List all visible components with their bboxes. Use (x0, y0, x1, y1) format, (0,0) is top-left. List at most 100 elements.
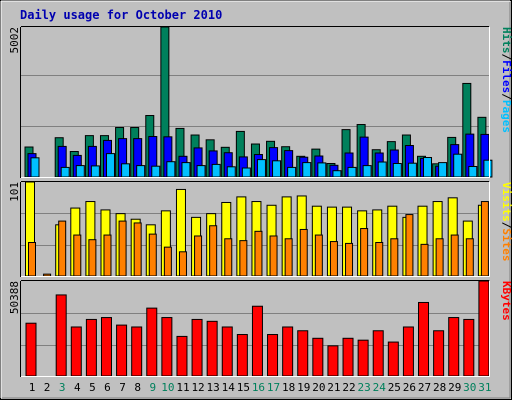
pages-bar-day-1 (30, 157, 40, 178)
sites-bar-day-8 (133, 222, 142, 277)
x-label-day-12: 12 (191, 381, 204, 394)
sites-bar-day-9 (148, 233, 157, 277)
x-label-day-10: 10 (161, 381, 174, 394)
legend-1-part-1: / (500, 222, 512, 229)
sites-bar-day-15 (239, 240, 248, 277)
kbytes-bar-day-12 (191, 318, 203, 377)
pages-bar-day-26 (407, 162, 417, 178)
sites-bar-day-19 (299, 228, 308, 277)
x-label-day-23: 23 (358, 381, 371, 394)
panel-borders (20, 26, 490, 377)
sites-bar-day-26 (405, 214, 414, 277)
x-label-day-30: 30 (463, 381, 476, 394)
sites-bar-day-1 (28, 241, 36, 277)
kbytes-bar-day-8 (131, 326, 143, 377)
bottom-panel-y-max-label: 50388 (8, 281, 21, 314)
kbytes-bar-day-20 (312, 337, 324, 377)
kbytes-bar-day-30 (463, 318, 475, 377)
x-label-day-9: 9 (149, 381, 156, 394)
top-panel-y-max-label: 5002 (8, 27, 21, 54)
kbytes-bar-day-3 (55, 294, 67, 377)
sites-bar-day-6 (103, 234, 112, 277)
legend-1-part-2: Sites (500, 228, 512, 261)
kbytes-bar-day-29 (448, 317, 460, 377)
sites-bar-day-30 (465, 238, 474, 277)
kbytes-bar-day-24 (372, 330, 384, 377)
kbytes-bar-day-10 (161, 317, 173, 377)
sites-bar-day-24 (375, 241, 384, 277)
pages-bar-day-24 (377, 161, 387, 178)
x-label-day-8: 8 (134, 381, 141, 394)
legend-2-part-0: KBytes (500, 281, 512, 321)
pages-bar-day-28 (438, 162, 448, 178)
pages-bar-day-5 (90, 165, 100, 178)
sites-bar-day-20 (314, 234, 323, 277)
x-label-day-15: 15 (237, 381, 250, 394)
sites-bar-day-5 (88, 239, 97, 277)
x-axis-day-labels: 1 2 3 4 5 6 7 8 9 10 11 12 13 14 15 16 17 18 19 20 21 22 23 24 2… (29, 381, 492, 394)
x-label-day-27: 27 (418, 381, 431, 394)
kbytes-bar-day-15 (236, 334, 248, 377)
kbytes-bar-day-11 (176, 335, 188, 377)
kbytes-bar-day-16 (251, 305, 263, 377)
sites-bar-day-18 (284, 238, 293, 277)
kbytes-bar-day-25 (387, 341, 399, 377)
kbytes-bar-day-13 (206, 320, 218, 377)
kbytes-bar-day-6 (100, 317, 112, 377)
sites-bar-day-11 (178, 251, 187, 277)
sites-bar-day-16 (254, 230, 263, 277)
sites-bar-day-7 (118, 220, 127, 277)
pages-bar-day-10 (166, 161, 176, 178)
legend-0-part-1: / (500, 54, 512, 61)
x-label-day-19: 19 (297, 381, 310, 394)
pages-bar-day-6 (105, 153, 115, 178)
pages-bar-day-14 (226, 166, 236, 178)
kbytes-bar-day-31 (478, 280, 490, 377)
sites-bar-day-23 (360, 228, 369, 277)
sites-bar-day-22 (345, 242, 354, 277)
x-label-day-7: 7 (119, 381, 126, 394)
sites-bar-day-29 (450, 234, 459, 277)
x-label-day-6: 6 (104, 381, 111, 394)
sites-bar-day-31 (480, 201, 489, 277)
legend-1-part-0: Visits (500, 182, 512, 222)
x-label-day-17: 17 (267, 381, 280, 394)
sites-bar-day-4 (73, 234, 82, 277)
kbytes-bar-day-17 (267, 334, 279, 377)
pages-bar-day-23 (362, 165, 372, 178)
kbytes-bar-day-7 (116, 324, 128, 377)
x-label-day-5: 5 (89, 381, 96, 394)
x-label-day-16: 16 (252, 381, 265, 394)
kbytes-bar-day-4 (70, 326, 82, 377)
pages-bar-day-8 (136, 165, 146, 178)
kbytes-bar-day-28 (433, 330, 445, 377)
sites-bar-day-21 (329, 241, 338, 277)
x-label-day-2: 2 (44, 381, 51, 394)
kbytes-bar-day-27 (418, 301, 430, 377)
pages-bar-day-31 (483, 159, 493, 178)
pages-bar-day-25 (392, 163, 402, 178)
middle-panel-legend: Visits/Sites (500, 182, 512, 262)
chart-title: Daily usage for October 2010 (20, 8, 222, 22)
x-label-day-1: 1 (29, 381, 36, 394)
legend-0-part-3: / (500, 93, 512, 100)
kbytes-bar-day-22 (342, 337, 354, 377)
kbytes-bar-day-23 (357, 339, 369, 377)
legend-0-part-4: Pages (500, 100, 512, 133)
sites-bar-day-25 (390, 238, 399, 277)
pages-bar-day-22 (347, 166, 357, 178)
kbytes-bar-day-21 (327, 345, 339, 377)
kbytes-bar-day-26 (402, 326, 414, 377)
bar-marks (24, 26, 493, 377)
pages-bar-day-21 (332, 170, 342, 178)
pages-bar-day-29 (453, 153, 463, 178)
kbytes-bar-day-18 (282, 326, 294, 377)
kbytes-bar-day-1 (25, 322, 37, 377)
x-label-day-11: 11 (176, 381, 189, 394)
pages-bar-day-16 (256, 159, 266, 178)
bottom-panel-legend: KBytes (500, 281, 512, 321)
pages-bar-day-3 (60, 166, 70, 178)
sites-bar-day-13 (209, 225, 218, 277)
kbytes-bar-day-14 (221, 326, 233, 377)
